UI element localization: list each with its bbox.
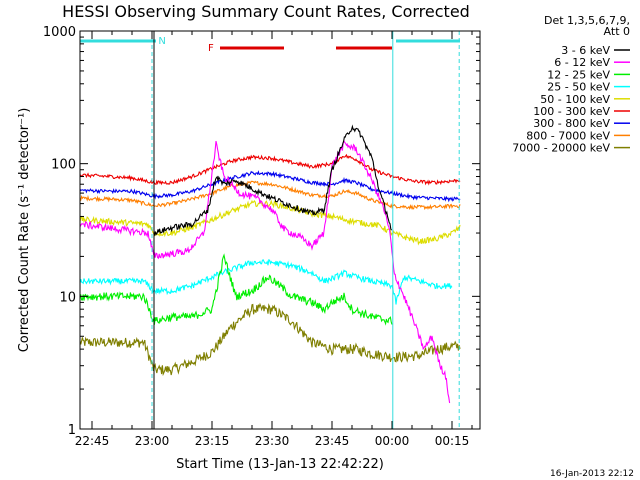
series-line-100-300-keV-kev — [79, 153, 461, 186]
series-line-300-800-keV-kev — [79, 170, 461, 203]
legend-label: 50 - 100 keV — [540, 93, 610, 106]
y-tick-label: 100 — [51, 158, 76, 173]
data-series-traces — [79, 124, 461, 404]
legend-label: 3 - 6 keV — [561, 44, 610, 57]
x-tick-label: 23:30 — [255, 434, 290, 448]
flag-labels: NF — [158, 36, 214, 54]
y-tick-label: 1000 — [43, 25, 76, 40]
y-axis-ticks: 1 10 100 1000 — [43, 25, 480, 438]
flag-label-f: F — [208, 43, 214, 54]
legend-header-line: Att 0 — [604, 25, 630, 38]
legend-label: 12 - 25 keV — [547, 68, 610, 81]
y-axis-label: Corrected Count Rate (s⁻¹ detector⁻¹) — [17, 108, 32, 353]
series-line-25-50-keV-kev — [79, 259, 453, 305]
legend-label: 7000 - 20000 keV — [512, 142, 610, 155]
x-tick-label: 22:45 — [75, 434, 110, 448]
legend-label: 300 - 800 keV — [533, 117, 610, 130]
flag-and-marker-overlays — [80, 31, 460, 429]
x-tick-label: 00:15 — [435, 434, 470, 448]
x-tick-label: 23:00 — [135, 434, 170, 448]
y-tick-label: 10 — [59, 290, 76, 305]
flag-label-n: N — [158, 36, 165, 47]
chart-title: HESSI Observing Summary Count Rates, Cor… — [62, 2, 470, 21]
legend-label: 100 - 300 keV — [533, 105, 610, 118]
series-line-12-25-keV-kev — [79, 253, 393, 326]
series-line-3-6-keV-kev — [153, 124, 393, 236]
y-tick-label: 1 — [68, 423, 76, 438]
x-tick-label: 23:15 — [195, 434, 230, 448]
series-line-6-12-keV-kev — [79, 139, 451, 404]
series-line-50-100-keV-kev — [79, 199, 461, 246]
footer-timestamp: 16-Jan-2013 22:12 — [550, 469, 634, 479]
x-tick-label: 23:45 — [315, 434, 350, 448]
legend-label: 800 - 7000 keV — [526, 129, 610, 142]
x-axis-ticks: 22:45 23:00 23:15 23:30 23:45 00:00 00:15 — [75, 31, 473, 448]
legend-label: 6 - 12 keV — [554, 56, 610, 69]
legend-header-line: Det 1,3,5,6,7,9, — [544, 14, 630, 27]
x-tick-label: 00:00 — [375, 434, 410, 448]
plot-frame — [79, 30, 481, 430]
x-axis-label: Start Time (13-Jan-13 22:42:22) — [176, 457, 384, 472]
series-line-7000-20000-keV-kev — [79, 302, 461, 377]
legend-label: 25 - 50 keV — [547, 81, 610, 94]
series-line-800-7000-keV-kev — [79, 180, 461, 211]
